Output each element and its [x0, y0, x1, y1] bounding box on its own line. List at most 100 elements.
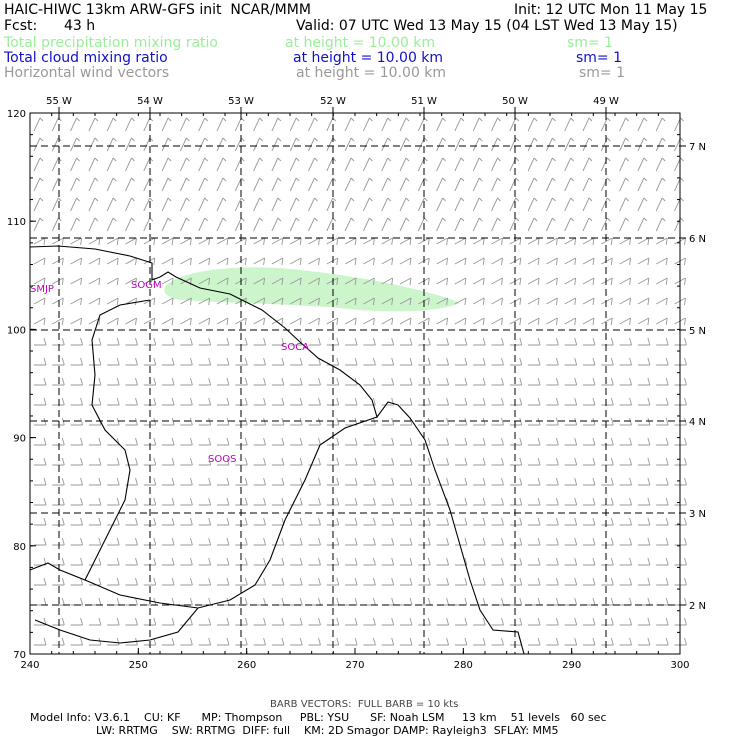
wind-barb — [271, 637, 285, 646]
wind-barb — [564, 137, 575, 152]
wind-barb — [70, 337, 84, 346]
wind-barb — [308, 117, 318, 132]
wind-barb — [381, 417, 395, 426]
wind-barb — [363, 357, 376, 366]
wind-barb — [271, 277, 284, 286]
wind-barb — [125, 217, 135, 232]
wind-barb — [217, 397, 230, 406]
wind-barb — [271, 317, 284, 326]
wind-barb — [546, 237, 558, 246]
barb-note: BARB VECTORS: FULL BARB = 10 kts — [270, 699, 459, 710]
wind-barb — [436, 617, 450, 626]
wind-barb — [326, 117, 337, 132]
wind-barb — [656, 477, 669, 486]
wind-barb — [326, 577, 340, 586]
wind-barb — [381, 597, 395, 606]
wind-barb — [491, 157, 501, 172]
wind-barb — [656, 417, 669, 426]
wind-barb — [107, 457, 120, 466]
wind-barb — [473, 517, 486, 526]
wind-barb — [198, 357, 212, 366]
wind-barb — [601, 337, 614, 346]
wind-barb — [546, 637, 559, 646]
wind-barb — [216, 217, 227, 232]
wind-barb — [436, 117, 446, 132]
wind-barb — [362, 217, 373, 232]
wind-barb — [52, 237, 64, 246]
wind-barb — [491, 117, 501, 132]
wind-barb — [34, 377, 47, 386]
wind-barb — [253, 157, 263, 172]
wind-barb — [400, 337, 413, 346]
model-info-line2: LW: RRTMG SW: RRTMG DIFF: full KM: 2D Sm… — [96, 724, 559, 737]
wind-barb — [52, 337, 65, 346]
wind-barb — [583, 497, 596, 506]
wind-barb — [400, 397, 413, 406]
wind-barb — [619, 257, 632, 266]
wind-barb — [601, 577, 614, 586]
wind-barb — [216, 177, 227, 192]
wind-barb — [436, 477, 450, 486]
wind-barb — [400, 357, 413, 366]
wind-barb — [381, 317, 394, 326]
wind-barb — [509, 437, 523, 446]
wind-barb — [180, 237, 192, 246]
wind-barb — [637, 237, 650, 246]
wind-barb — [33, 137, 44, 152]
wind-barb — [473, 597, 486, 606]
wind-barb — [363, 377, 376, 386]
wind-barb — [381, 497, 395, 506]
wind-barb — [308, 517, 321, 526]
wind-barb — [180, 557, 193, 566]
wind-barb — [180, 317, 192, 326]
wind-barb — [637, 357, 651, 366]
lon-label: 50 W — [502, 96, 528, 107]
wind-barb — [216, 297, 229, 306]
wind-barb — [619, 237, 632, 246]
wind-barb — [491, 457, 504, 466]
wind-barb — [70, 257, 83, 266]
wind-barb — [509, 617, 523, 626]
wind-barb — [564, 377, 578, 386]
wind-barb — [674, 217, 684, 232]
wind-barb — [527, 197, 538, 212]
wind-barb — [436, 377, 450, 386]
wind-barb — [180, 417, 193, 426]
wind-barb — [88, 277, 101, 286]
wind-barb — [473, 377, 486, 386]
wind-barb — [436, 437, 450, 446]
wind-barb — [289, 217, 300, 232]
wind-barb — [198, 597, 212, 606]
wind-barb — [88, 517, 102, 526]
wind-barb — [674, 177, 684, 192]
wind-barb — [326, 377, 340, 386]
wind-barb — [52, 557, 65, 566]
wind-barb — [509, 137, 520, 152]
wind-barb — [125, 517, 138, 526]
wind-barb — [454, 357, 468, 366]
wind-barb — [107, 397, 120, 406]
station-label: SOOS — [208, 454, 236, 465]
wind-barb — [70, 457, 84, 466]
y-tick-label: 90 — [13, 434, 26, 445]
wind-barb — [491, 557, 504, 566]
wind-barb — [399, 217, 410, 232]
wind-barb — [34, 457, 47, 466]
wind-barb — [88, 397, 102, 406]
wind-barb — [545, 117, 556, 132]
wind-barb — [582, 157, 593, 172]
wind-barb — [564, 637, 578, 646]
wind-barb — [381, 117, 392, 132]
wind-barb — [619, 577, 633, 586]
wind-barb — [472, 297, 485, 306]
wind-barb — [454, 137, 465, 152]
wind-barb — [637, 257, 650, 266]
wind-barb — [161, 217, 172, 232]
wind-barb — [601, 297, 613, 306]
wind-barb — [198, 137, 209, 152]
wind-barb — [454, 217, 465, 232]
wind-barb — [51, 197, 62, 212]
wind-barb — [125, 597, 138, 606]
wind-barb — [655, 297, 668, 306]
wind-barb — [70, 557, 84, 566]
